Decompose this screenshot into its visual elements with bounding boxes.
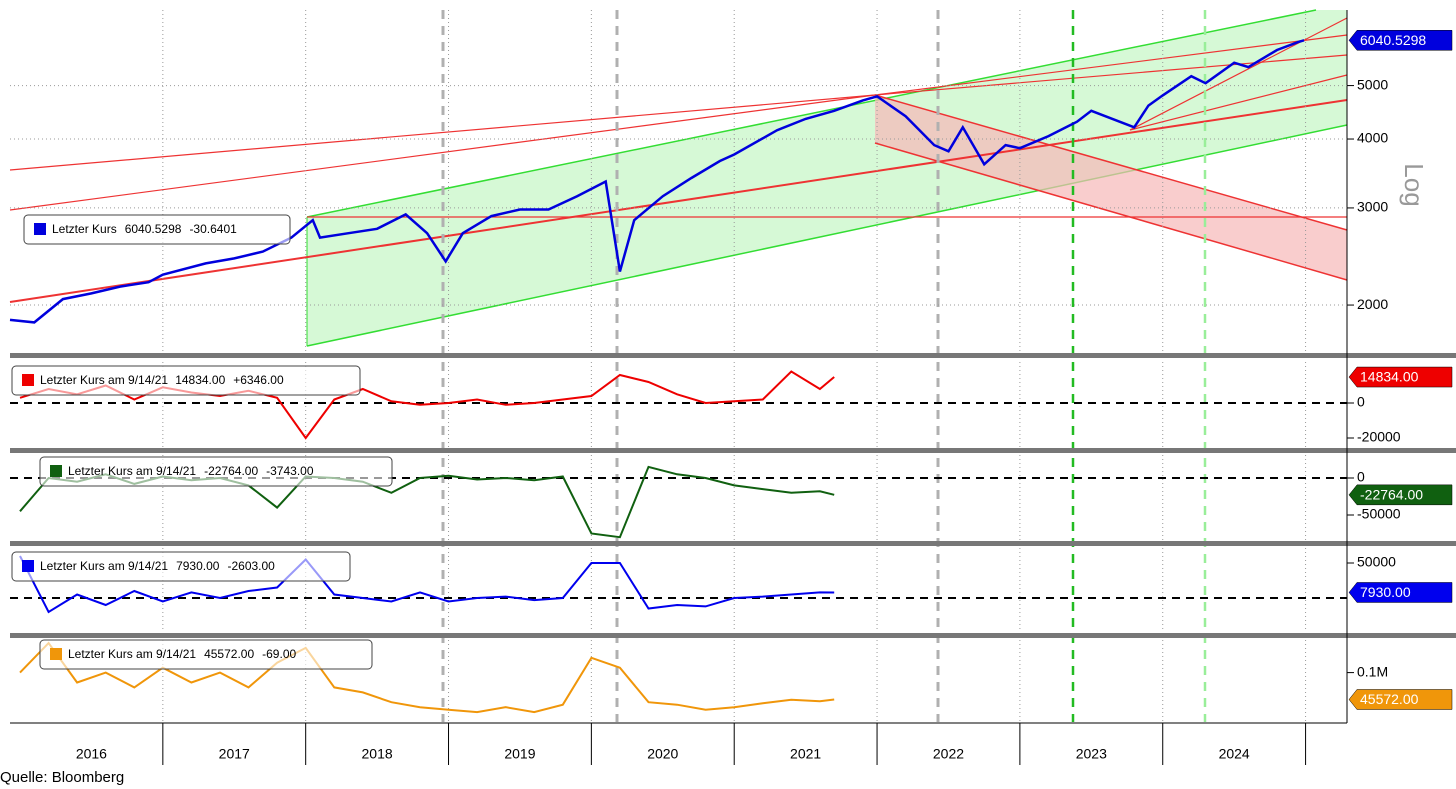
legend-name: Letzter Kurs am 9/14/21 (68, 464, 196, 478)
y-tick-label: 0.1M (1357, 663, 1388, 679)
legend: Letzter Kurs am 9/14/21 14834.00 +6346.00 (11, 365, 361, 396)
last-value-label: 7930.00 (1360, 584, 1411, 600)
legend-value: -22764.00 (204, 464, 258, 478)
legend-name: Letzter Kurs (52, 222, 117, 236)
y-tick-label: 5000 (1357, 76, 1388, 92)
channel-line (874, 142, 1348, 281)
legend-swatch (50, 465, 62, 477)
panel-separators (10, 10, 1456, 724)
legend-value: -3743.00 (266, 464, 314, 478)
legend-value: -30.6401 (189, 222, 237, 236)
legend-name: Letzter Kurs am 9/14/21 (40, 559, 168, 573)
legend-swatch (34, 223, 46, 235)
y-tick-label: -20000 (1357, 429, 1401, 445)
legend-box (11, 551, 351, 582)
legend-value: -69.00 (262, 647, 296, 661)
x-tick-label: 2017 (219, 746, 250, 762)
trend-line (9, 94, 876, 171)
x-tick-label: 2023 (1076, 746, 1107, 762)
y-tick-label: 2000 (1357, 296, 1388, 312)
trend-line (874, 54, 1348, 96)
y-tick-label: 4000 (1357, 130, 1388, 146)
legend: Letzter Kurs 6040.5298 -30.6401 (23, 214, 291, 245)
legend-text: Letzter Kurs am 9/14/21 -22764.00 -3743.00 (68, 464, 314, 478)
legend-box (39, 639, 373, 670)
legend-value: +6346.00 (233, 373, 284, 387)
legend-value: 6040.5298 (125, 222, 182, 236)
legend-value: 7930.00 (176, 559, 220, 573)
y-tick-label: 50000 (1357, 554, 1396, 570)
source: Quelle: Bloomberg (0, 769, 124, 786)
x-tick-label: 2024 (1219, 746, 1250, 762)
series-line (9, 39, 1305, 324)
channel-line (306, 124, 1348, 347)
series-line (19, 555, 835, 614)
y-tick-label: -50000 (1357, 506, 1401, 522)
legend: Letzter Kurs am 9/14/21 45572.00 -69.00 (39, 639, 373, 670)
legend: Letzter Kurs am 9/14/21 7930.00 -2603.00 (11, 551, 351, 582)
legend-text: Letzter Kurs 6040.5298 -30.6401 (52, 222, 237, 236)
legend-swatch (50, 648, 62, 660)
series-line (19, 641, 835, 714)
red-channel (875, 95, 1347, 280)
separator (10, 353, 1456, 358)
legend-value: -2603.00 (227, 559, 275, 573)
last-value-label: 14834.00 (1360, 369, 1419, 385)
legend-text: Letzter Kurs am 9/14/21 14834.00 +6346.00 (40, 373, 284, 387)
separator (10, 448, 1456, 453)
y-tick-label: 0 (1357, 394, 1365, 410)
last-value-box (1348, 366, 1453, 388)
last-value-label: -22764.00 (1360, 487, 1423, 503)
legend-box (39, 456, 393, 487)
trend-line (874, 34, 1348, 96)
legend-swatch (22, 374, 34, 386)
separator (10, 541, 1456, 546)
x-tick-label: 2020 (647, 746, 678, 762)
legend: Letzter Kurs am 9/14/21 -22764.00 -3743.00 (39, 456, 393, 487)
last-value-label: 6040.5298 (1360, 32, 1426, 48)
trend-line (9, 99, 1348, 303)
event-lines (441, 10, 1207, 722)
last-value-label: 45572.00 (1360, 691, 1419, 707)
legend-value: 14834.00 (175, 373, 225, 387)
annotations (9, 9, 1348, 347)
legend-text: Letzter Kurs am 9/14/21 45572.00 -69.00 (68, 647, 296, 661)
x-tick-label: 2018 (362, 746, 393, 762)
x-tick-label: 2016 (76, 746, 107, 762)
legend-box (23, 214, 291, 245)
last-value-box (1348, 582, 1453, 603)
y-tick-label: 0 (1357, 469, 1365, 485)
legend-name: Letzter Kurs am 9/14/21 (68, 647, 196, 661)
axis-label: Log (1399, 163, 1429, 206)
channel-line (874, 94, 1348, 231)
channel-line (306, 9, 1317, 218)
trend-line (9, 94, 876, 211)
legend-text: Letzter Kurs am 9/14/21 7930.00 -2603.00 (40, 559, 275, 573)
last-value-box (1348, 30, 1453, 51)
x-tick-label: 2022 (933, 746, 964, 762)
x-tick-label: 2021 (790, 746, 821, 762)
last-value-box (1348, 484, 1453, 506)
legend-box (11, 365, 361, 396)
legend-name: Letzter Kurs am 9/14/21 (40, 373, 168, 387)
legend-value: 45572.00 (204, 647, 254, 661)
trend-line (1129, 74, 1348, 131)
x-tick-label: 2019 (504, 746, 535, 762)
y-tick-label: 3000 (1357, 199, 1388, 215)
trend-line (1129, 17, 1348, 131)
separator (10, 633, 1456, 638)
last-value-box (1348, 689, 1453, 710)
legend-swatch (22, 560, 34, 572)
